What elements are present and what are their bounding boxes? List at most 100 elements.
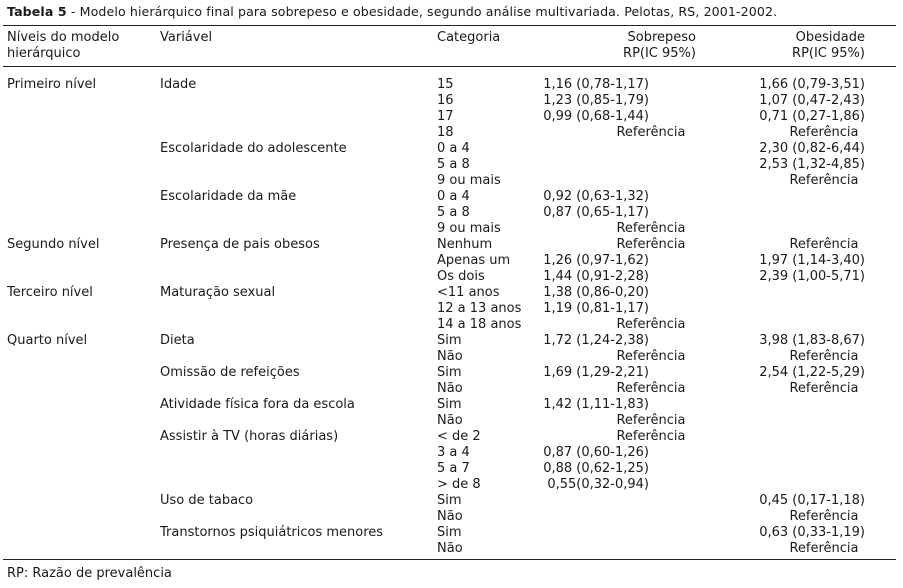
table-row: 5 a 8 2,53 (1,32-4,85) (0, 157, 903, 173)
cell-obesidade: 1,97 (1,14-3,40) (759, 253, 865, 268)
cell-categoria: 9 ou mais (437, 221, 501, 236)
table-row: 9 ou mais Referência (0, 221, 903, 237)
cell-categoria: 0 a 4 (437, 141, 470, 156)
cell-categoria: 3 a 4 (437, 445, 470, 460)
header-categoria: Categoria (437, 30, 501, 45)
cell-variavel: Idade (160, 77, 197, 92)
cell-sobrepeso: 1,16 (0,78-1,17) (543, 77, 649, 92)
cell-categoria: Apenas um (437, 253, 511, 268)
header-rule (3, 66, 896, 67)
cell-categoria: 5 a 8 (437, 157, 470, 172)
cell-obesidade: 0,45 (0,17-1,18) (759, 493, 865, 508)
cell-variavel: Transtornos psiquiátricos menores (160, 525, 384, 540)
cell-variavel: Escolaridade do adolescente (160, 141, 347, 156)
cell-categoria: Nenhum (437, 237, 493, 252)
table-row: Escolaridade da mãe 0 a 4 0,92 (0,63-1,32) (0, 189, 903, 205)
cell-sobrepeso: 0,87 (0,65-1,17) (543, 205, 649, 220)
cell-sobrepeso: 1,38 (0,86-0,20) (543, 285, 649, 300)
table-row: Segundo nível Presença de pais obesos Nenh… (0, 237, 903, 253)
cell-obesidade: Referência (789, 349, 859, 364)
cell-sobrepeso: 1,26 (0,97-1,62) (543, 253, 649, 268)
cell-categoria: Não (437, 381, 463, 396)
table-caption: Tabela 5 - Modelo hierárquico final para… (7, 4, 777, 19)
bottom-rule (3, 559, 896, 560)
cell-categoria: 16 (437, 93, 454, 108)
cell-categoria: Sim (437, 493, 462, 508)
cell-variavel: Dieta (160, 333, 195, 348)
cell-categoria: Não (437, 541, 463, 556)
table-row: Não Referência (0, 541, 903, 557)
cell-categoria: > de 8 (437, 477, 481, 492)
cell-sobrepeso: Referência (616, 237, 686, 252)
cell-categoria: Os dois (437, 269, 485, 284)
cell-sobrepeso: Referência (616, 317, 686, 332)
table-row: 16 1,23 (0,85-1,79) 1,07 (0,47-2,43) (0, 93, 903, 109)
table-row: Não Referência (0, 413, 903, 429)
cell-obesidade: Referência (789, 125, 859, 140)
cell-variavel: Assistir à TV (horas diárias) (160, 429, 339, 444)
cell-variavel: Omissão de refeições (160, 365, 300, 380)
table-row: 14 a 18 anos Referência (0, 317, 903, 333)
cell-variavel: Maturação sexual (160, 285, 276, 300)
cell-sobrepeso: 1,23 (0,85-1,79) (543, 93, 649, 108)
cell-categoria: 15 (437, 77, 454, 92)
cell-variavel: Presença de pais obesos (160, 237, 320, 252)
cell-categoria: Não (437, 509, 463, 524)
table-row: 5 a 8 0,87 (0,65-1,17) (0, 205, 903, 221)
cell-sobrepeso: 1,42 (1,11-1,83) (543, 397, 649, 412)
table-row: Quarto nível Dieta Sim 1,72 (1,24-2,38) 3,98… (0, 333, 903, 349)
cell-obesidade: 2,54 (1,22-5,29) (759, 365, 865, 380)
cell-obesidade: 2,53 (1,32-4,85) (759, 157, 865, 172)
cell-obesidade: Referência (789, 381, 859, 396)
table-row: > de 8 0,55(0,32-0,94) (0, 477, 903, 493)
table-row: 12 a 13 anos 1,19 (0,81-1,17) (0, 301, 903, 317)
cell-sobrepeso: 0,87 (0,60-1,26) (543, 445, 649, 460)
cell-variavel: Uso de tabaco (160, 493, 254, 508)
cell-sobrepeso: Referência (616, 429, 686, 444)
table-row: Apenas um 1,26 (0,97-1,62) 1,97 (1,14-3,40… (0, 253, 903, 269)
cell-sobrepeso: 1,72 (1,24-2,38) (543, 333, 649, 348)
cell-nivel: Segundo nível (7, 237, 100, 252)
table-row: Não Referência Referência (0, 349, 903, 365)
table-row: Atividade física fora da escola Sim 1,42 (… (0, 397, 903, 413)
cell-categoria: 14 a 18 anos (437, 317, 522, 332)
cell-nivel: Quarto nível (7, 333, 88, 348)
cell-categoria: 12 a 13 anos (437, 301, 522, 316)
cell-obesidade: 1,66 (0,79-3,51) (759, 77, 865, 92)
cell-sobrepeso: 0,92 (0,63-1,32) (543, 189, 649, 204)
cell-categoria: 18 (437, 125, 454, 140)
cell-categoria: Não (437, 349, 463, 364)
cell-sobrepeso: Referência (616, 413, 686, 428)
cell-sobrepeso: Referência (616, 349, 686, 364)
cell-obesidade: 0,71 (0,27-1,86) (759, 109, 865, 124)
cell-sobrepeso: Referência (616, 221, 686, 236)
cell-obesidade: Referência (789, 173, 859, 188)
table-caption-text: - Modelo hierárquico final para sobrepes… (66, 4, 778, 19)
cell-variavel: Escolaridade da mãe (160, 189, 297, 204)
header-niveis: Níveis do modelo hierárquico (7, 30, 120, 61)
cell-obesidade: 2,39 (1,00-5,71) (759, 269, 865, 284)
table-row: Transtornos psiquiátricos menores Sim 0,63… (0, 525, 903, 541)
cell-obesidade: Referência (789, 509, 859, 524)
cell-categoria: Sim (437, 365, 462, 380)
table-row: Os dois 1,44 (0,91-2,28) 2,39 (1,00-5,71) (0, 269, 903, 285)
table-row: Primeiro nível Idade 15 1,16 (0,78-1,17) 1,6… (0, 77, 903, 93)
cell-obesidade: Referência (789, 237, 859, 252)
cell-categoria: Sim (437, 333, 462, 348)
table-row: Não Referência (0, 509, 903, 525)
table-row: 9 ou mais Referência (0, 173, 903, 189)
cell-categoria: 5 a 8 (437, 205, 470, 220)
cell-categoria: Sim (437, 525, 462, 540)
cell-categoria: 17 (437, 109, 454, 124)
cell-sobrepeso: 1,69 (1,29-2,21) (543, 365, 649, 380)
header-sobrepeso: Sobrepeso RP(IC 95%) (623, 30, 696, 61)
cell-obesidade: 3,98 (1,83-8,67) (759, 333, 865, 348)
cell-nivel: Terceiro nível (7, 285, 93, 300)
table-row: 18 Referência Referência (0, 125, 903, 141)
cell-sobrepeso: Referência (616, 381, 686, 396)
table-row: Assistir à TV (horas diárias) < de 2 Refer… (0, 429, 903, 445)
header-variavel: Variável (160, 30, 213, 45)
cell-categoria: 9 ou mais (437, 173, 501, 188)
cell-variavel: Atividade física fora da escola (160, 397, 355, 412)
cell-categoria: 5 a 7 (437, 461, 470, 476)
